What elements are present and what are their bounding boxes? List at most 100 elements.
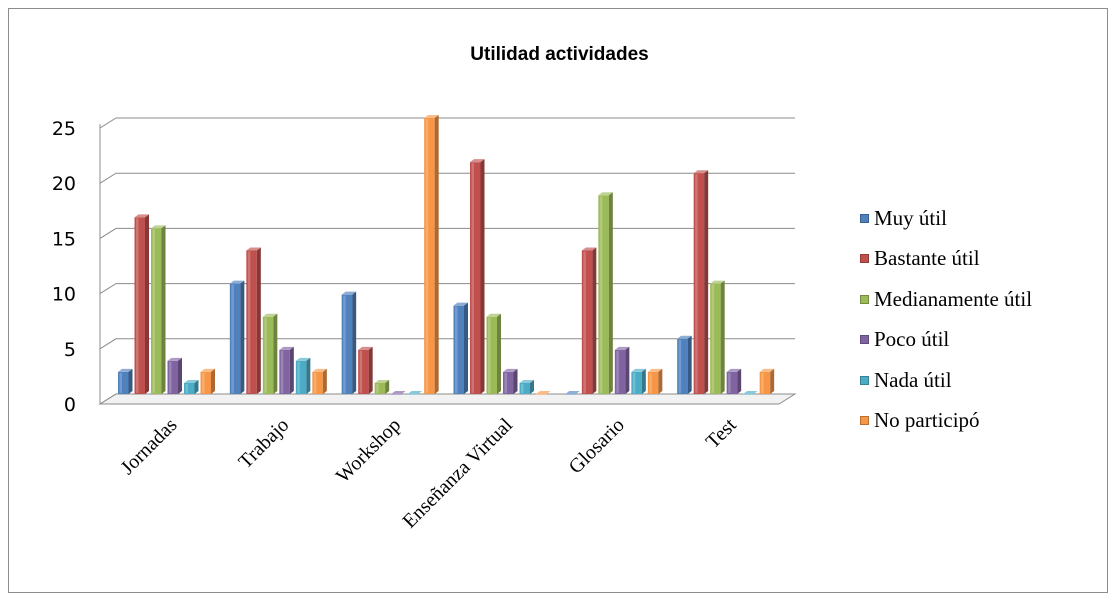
bar-highlight <box>599 196 603 393</box>
gridline <box>99 227 795 239</box>
legend-swatch <box>860 335 869 345</box>
x-category-label: Workshop <box>332 414 405 487</box>
bar <box>246 250 257 394</box>
bar-side <box>385 379 390 394</box>
bar-highlight <box>678 339 682 393</box>
bar-top <box>200 368 215 372</box>
bar-top <box>565 391 580 394</box>
x-category-label: Test <box>702 414 741 453</box>
bar <box>374 382 386 394</box>
bar-top <box>743 391 758 394</box>
bar-top <box>581 247 597 251</box>
bar-highlight <box>185 383 188 393</box>
bar <box>453 305 464 394</box>
legend-item: Nada útil <box>860 360 1032 401</box>
bar-highlight <box>695 174 698 393</box>
bar <box>536 394 547 395</box>
bar-side <box>720 280 725 394</box>
bar-top <box>647 368 663 372</box>
y-tick-label: 0 <box>64 394 76 416</box>
bar-side <box>625 346 630 394</box>
y-tick-label: 25 <box>52 118 76 140</box>
bar-side <box>592 247 597 394</box>
legend-swatch <box>860 254 869 264</box>
bar-side <box>530 379 534 394</box>
bar-top <box>279 346 294 350</box>
bar-highlight <box>425 119 429 393</box>
bar-side <box>480 159 485 394</box>
chart-title: Utilidad actividades <box>470 44 649 65</box>
bar-highlight <box>455 306 458 393</box>
bar-highlight <box>488 317 491 393</box>
bar <box>200 371 211 394</box>
bar-side <box>161 225 166 394</box>
bar-top <box>295 357 311 361</box>
bar <box>118 371 129 394</box>
y-tick-label: 20 <box>52 173 76 195</box>
bar-top <box>134 214 149 218</box>
bar-side <box>194 379 199 394</box>
y-tick-label: 5 <box>64 339 76 361</box>
legend-swatch <box>860 416 869 426</box>
bar <box>134 217 145 394</box>
bar <box>167 360 178 394</box>
bar-top <box>229 280 245 284</box>
bar-side <box>289 346 294 394</box>
bar-top <box>503 368 518 372</box>
legend-label: Medianamente útil <box>874 286 1033 311</box>
bar <box>710 283 721 394</box>
legend-swatch <box>860 294 869 304</box>
bar-highlight <box>136 218 139 393</box>
bar-highlight <box>231 284 234 393</box>
chart-floor <box>98 393 797 405</box>
bar-side <box>306 357 311 394</box>
bar <box>631 371 642 394</box>
bar-side <box>240 280 245 394</box>
bar-highlight <box>583 251 586 393</box>
bar-side <box>513 368 518 394</box>
bar-top <box>759 368 775 372</box>
bar-highlight <box>202 372 205 393</box>
bar-top <box>374 379 390 383</box>
bar-side <box>704 170 709 394</box>
bar <box>581 250 593 394</box>
bar <box>312 371 323 394</box>
legend-item: Bastante útil <box>860 239 1032 280</box>
bar <box>470 162 481 394</box>
bar-top <box>726 368 742 372</box>
bar-side <box>178 357 182 394</box>
bar-highlight <box>504 372 507 393</box>
gridline <box>99 117 795 129</box>
legend-swatch <box>860 213 869 223</box>
bar-top <box>631 368 646 372</box>
bar-top <box>453 302 468 306</box>
bar <box>677 338 688 394</box>
bar-top <box>391 391 406 394</box>
bar <box>341 294 353 394</box>
bar-side <box>641 368 646 394</box>
legend-item: Muy útil <box>860 198 1032 239</box>
bar-highlight <box>247 251 251 393</box>
bar-side <box>128 368 133 394</box>
bar-highlight <box>297 361 300 393</box>
x-category-label: Jornadas <box>116 414 181 479</box>
bar-top <box>184 379 199 383</box>
bar-top <box>341 291 357 295</box>
bar-side <box>322 368 327 394</box>
bar-top <box>710 280 725 284</box>
bar-top <box>167 357 182 361</box>
bar <box>743 394 754 395</box>
x-category-label: Trabajo <box>234 414 293 473</box>
bar <box>565 394 576 395</box>
bar-top <box>677 335 692 339</box>
bar-side <box>256 247 261 394</box>
bar <box>424 118 435 394</box>
bar-top <box>470 159 485 163</box>
bar <box>503 371 514 394</box>
bar-top <box>407 391 423 394</box>
y-tick-label: 10 <box>52 284 76 306</box>
x-category-label: Glosario <box>565 414 629 478</box>
bar-side <box>434 115 439 394</box>
bar-top <box>262 313 278 317</box>
